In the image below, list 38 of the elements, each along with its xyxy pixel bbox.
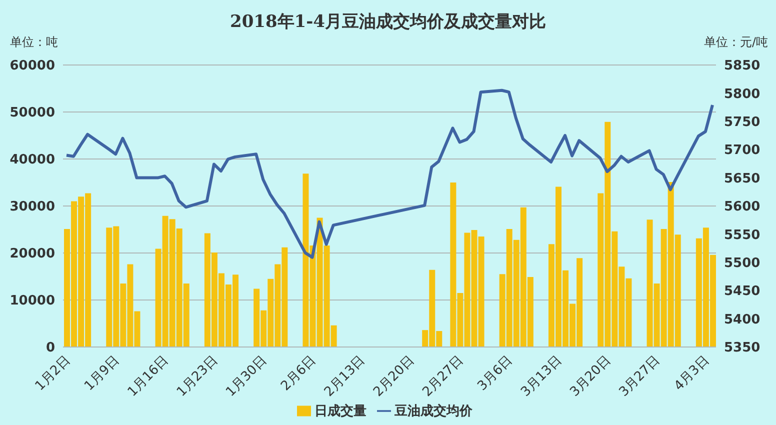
x-tick-label: 2月13日 (322, 353, 368, 400)
y-tick-label: 20000 (10, 246, 55, 262)
y-tick-label: 30000 (10, 200, 55, 215)
y-tick-label: 40000 (10, 152, 55, 168)
y2-tick-label: 5550 (724, 228, 760, 243)
line-series (65, 88, 714, 259)
x-tick-label: 1月9日 (82, 353, 122, 394)
x-tick-label: 3月6日 (475, 353, 516, 394)
x-tick-label: 3月20日 (567, 353, 614, 400)
x-tick-label: 1月2日 (32, 353, 74, 394)
y2-tick-label: 5400 (724, 312, 760, 328)
y2-tick-label: 5700 (724, 143, 760, 158)
x-tick-label: 1月16日 (125, 353, 172, 400)
y2-axis-title: 单位：元/吨 (704, 34, 768, 51)
y2-tick-label: 5800 (724, 86, 760, 102)
legend-label: 豆油成交均价 (394, 404, 472, 419)
y2-tick-label: 5450 (724, 284, 760, 300)
x-tick-label: 2月20日 (370, 353, 418, 400)
y2-tick-label: 5650 (724, 171, 760, 186)
x-tick-label: 1月23日 (174, 353, 221, 400)
x-tick-label: 2月27日 (420, 353, 467, 400)
y2-tick-label: 5500 (724, 256, 760, 272)
y-tick-label: 0 (46, 340, 55, 356)
y-tick-label: 50000 (10, 106, 55, 121)
y-tick-label: 10000 (10, 294, 55, 309)
legend-label: 日成交量 (314, 404, 366, 419)
y2-tick-label: 5750 (724, 115, 760, 130)
y-tick-label: 60000 (10, 58, 55, 74)
x-tick-label: 1月30日 (223, 353, 270, 400)
x-tick-label: 4月3日 (672, 353, 712, 394)
x-tick-label: 2月6日 (278, 353, 320, 394)
y2-tick-label: 5600 (724, 200, 760, 215)
y-axis-title: 单位：吨 (10, 34, 58, 51)
y2-tick-label: 5350 (724, 340, 760, 356)
x-tick-label: 3月27日 (616, 353, 664, 400)
chart-title: 2018年1-4月豆油成交均价及成交量对比 (228, 11, 548, 33)
y2-tick-label: 5850 (724, 58, 760, 74)
x-tick-label: 3月13日 (518, 353, 565, 400)
